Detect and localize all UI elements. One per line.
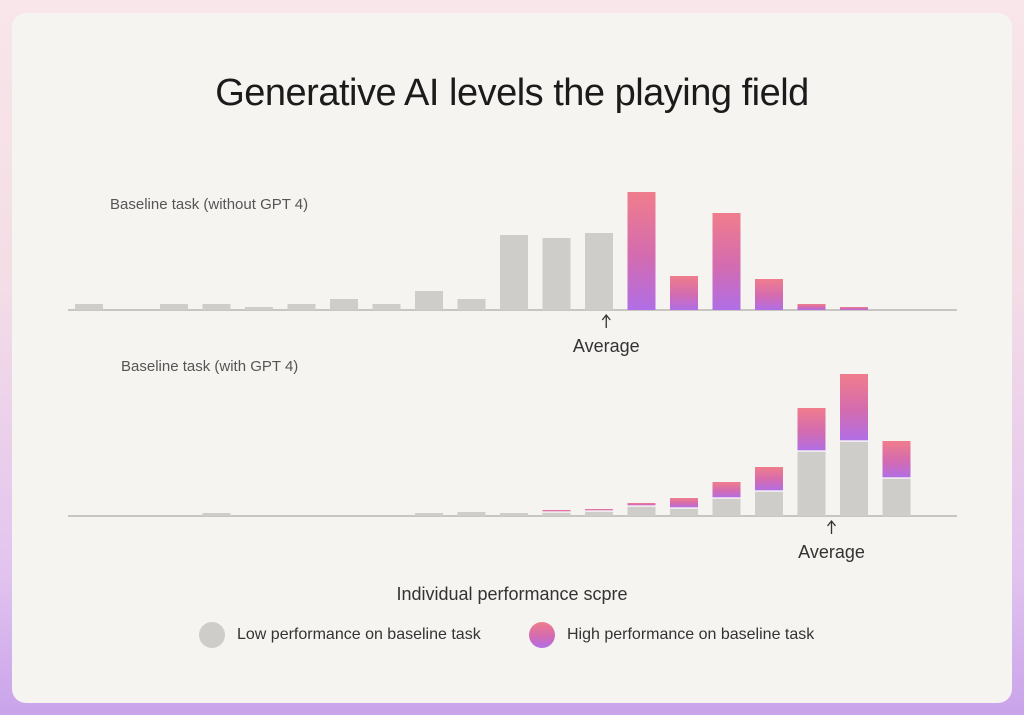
bar-high bbox=[585, 509, 613, 511]
bar-high bbox=[670, 498, 698, 508]
bar-high bbox=[670, 276, 698, 310]
bar-high bbox=[882, 441, 911, 478]
chart-card bbox=[12, 13, 1012, 703]
average-arrow-head bbox=[826, 519, 837, 527]
bar-high bbox=[755, 467, 783, 491]
bar-low bbox=[75, 304, 103, 310]
bar-low bbox=[882, 478, 911, 516]
bar-low bbox=[160, 304, 188, 310]
panel-label: Baseline task (with GPT 4) bbox=[121, 358, 298, 375]
bar-low bbox=[755, 491, 783, 516]
bar-low bbox=[245, 307, 273, 310]
bar-low bbox=[797, 451, 826, 516]
bar-low bbox=[840, 441, 868, 516]
bar-low bbox=[457, 299, 486, 310]
bar-low bbox=[627, 506, 656, 516]
x-axis-label: Individual performance scpre bbox=[396, 584, 628, 604]
bar-high bbox=[627, 503, 656, 506]
legend-item-low: Low performance on baseline task bbox=[199, 621, 481, 649]
bar-low bbox=[712, 498, 741, 516]
legend-label-high: High performance on baseline task bbox=[567, 626, 815, 643]
bar-low bbox=[287, 304, 316, 310]
bar-low bbox=[457, 512, 486, 516]
bar-low bbox=[542, 512, 571, 516]
bar-low bbox=[670, 508, 698, 516]
bar-low bbox=[202, 513, 231, 516]
bar-low bbox=[585, 233, 613, 310]
legend-label-low: Low performance on baseline task bbox=[237, 626, 481, 643]
bar-low bbox=[202, 304, 231, 310]
bar-high bbox=[712, 482, 741, 498]
bar-low bbox=[415, 291, 443, 310]
bar-low bbox=[585, 511, 613, 516]
bar-high bbox=[542, 510, 571, 512]
bar-low bbox=[415, 513, 443, 516]
bar-high bbox=[797, 304, 826, 310]
bar-high bbox=[840, 307, 868, 310]
bar-low bbox=[542, 238, 571, 310]
bar-high bbox=[755, 279, 783, 310]
chart-title: Generative AI levels the playing field bbox=[215, 72, 809, 114]
bar-high bbox=[712, 213, 741, 310]
bar-low bbox=[372, 304, 401, 310]
average-arrow-head bbox=[601, 313, 611, 321]
average-label: Average bbox=[573, 336, 640, 356]
bar-low bbox=[500, 235, 528, 310]
chart-layer: Baseline task (without GPT 4) Average Base… bbox=[68, 192, 957, 562]
legend-swatch-high bbox=[529, 622, 555, 648]
bar-high bbox=[797, 408, 826, 451]
legend-item-high: High performance on baseline task bbox=[529, 621, 814, 649]
average-label: Average bbox=[798, 542, 865, 562]
bar-low bbox=[330, 299, 358, 310]
bar-low bbox=[500, 513, 528, 516]
legend-swatch-low bbox=[199, 622, 225, 648]
bar-high bbox=[627, 192, 656, 310]
bar-high bbox=[840, 374, 868, 441]
panel-label: Baseline task (without GPT 4) bbox=[110, 196, 308, 213]
